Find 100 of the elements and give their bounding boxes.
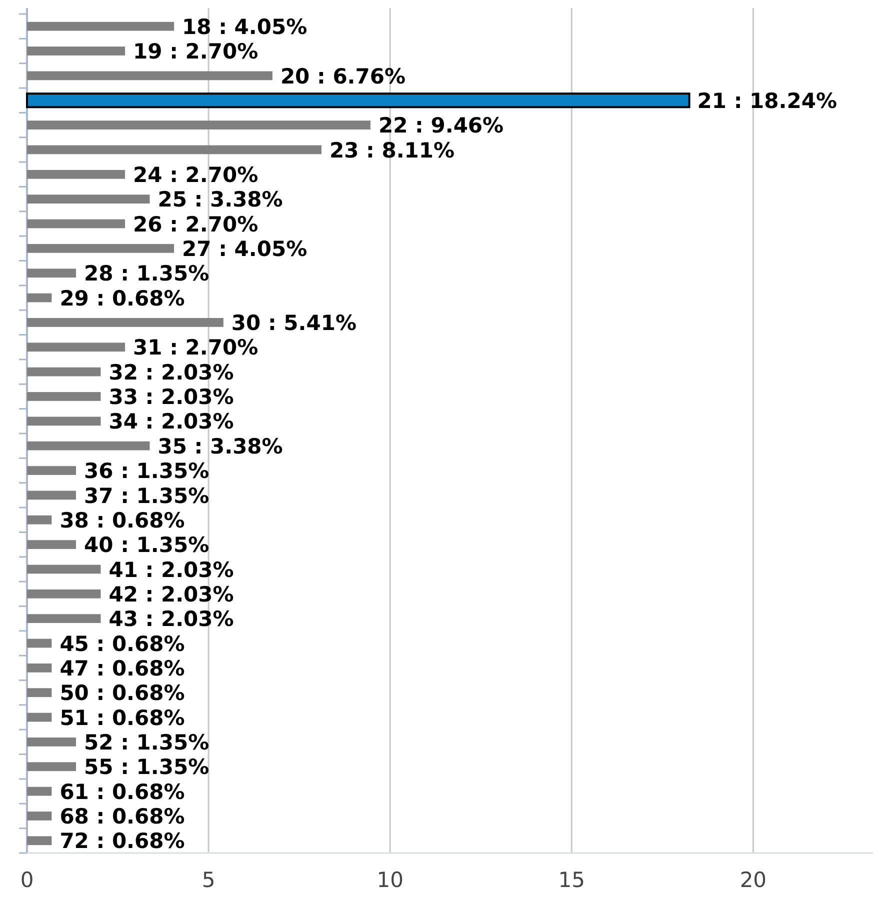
data-label: : 1.35% (120, 730, 210, 755)
data-label: : 3.38% (194, 434, 283, 458)
y-tick-label: 18 (182, 14, 212, 39)
x-tick-label: 10 (376, 868, 404, 892)
bar (27, 441, 150, 450)
bar (27, 416, 101, 426)
y-tick-label: 68 (60, 804, 89, 829)
y-tick-label: 37 (84, 484, 114, 508)
data-label: : 0.68% (96, 829, 185, 854)
data-label: : 1.35% (120, 262, 210, 286)
x-tick-label: 15 (558, 868, 585, 892)
data-label: : 2.70% (170, 336, 258, 360)
bar (27, 738, 76, 746)
data-label: : 2.03% (145, 385, 234, 410)
data-label: : 1.35% (120, 533, 210, 558)
y-tick-label: 35 (158, 434, 187, 458)
bar (27, 170, 126, 179)
y-tick-label: 32 (108, 360, 138, 384)
y-tick-label: 27 (182, 236, 212, 261)
bar (27, 244, 174, 253)
y-tick-label: 42 (108, 582, 138, 606)
y-tick-label: 40 (84, 533, 114, 558)
y-tick-label: 23 (329, 138, 359, 162)
y-tick-label: 19 (133, 40, 162, 64)
y-tick-label: 31 (133, 336, 162, 360)
y-tick-label: 26 (133, 212, 162, 236)
data-label: : 2.03% (145, 558, 234, 582)
y-tick-label: 50 (60, 681, 89, 706)
data-label: : 2.70% (170, 40, 258, 64)
data-label: : 3.38% (194, 188, 283, 212)
y-tick-label: 21 (697, 88, 727, 113)
bar (27, 836, 52, 846)
data-label: : 2.70% (170, 212, 258, 236)
y-tick-label: 34 (108, 410, 138, 434)
bar (27, 145, 322, 154)
bar (27, 564, 101, 574)
bar (27, 71, 272, 80)
bar (27, 120, 370, 130)
bar (27, 490, 76, 500)
bar (27, 688, 52, 698)
data-label: : 0.68% (96, 286, 185, 310)
data-label: : 0.68% (96, 804, 185, 829)
bar (27, 268, 76, 278)
bar (27, 712, 52, 722)
x-tick-label: 5 (202, 868, 216, 892)
bar (27, 663, 52, 672)
data-label: : 2.70% (170, 162, 258, 187)
data-label: : 4.05% (218, 236, 308, 261)
bar (27, 540, 76, 549)
y-tick-label: 55 (84, 755, 114, 780)
bar (27, 786, 52, 796)
y-tick-label: 47 (60, 656, 89, 680)
data-label: : 0.68% (96, 681, 185, 706)
x-tick-label: 0 (20, 868, 34, 892)
bar (27, 46, 126, 56)
bar (27, 392, 101, 401)
data-label: : 1.35% (120, 459, 210, 484)
data-label: : 2.03% (145, 410, 234, 434)
bar (27, 614, 101, 624)
bar (27, 812, 52, 820)
y-tick-label: 52 (84, 730, 114, 755)
y-tick-label: 38 (60, 508, 89, 532)
bar (27, 367, 101, 376)
bar (27, 219, 126, 228)
bar (27, 466, 76, 475)
bar (27, 515, 52, 524)
y-tick-label: 28 (84, 262, 114, 286)
y-tick-label: 51 (60, 706, 89, 730)
y-tick-label: 24 (133, 162, 162, 187)
data-label: : 5.41% (268, 311, 357, 336)
data-label: : 18.24% (734, 88, 838, 113)
bar (27, 293, 52, 302)
y-tick-label: 25 (158, 188, 187, 212)
data-label: : 9.46% (415, 114, 504, 138)
data-label: : 1.35% (120, 755, 210, 780)
data-label: : 0.68% (96, 706, 185, 730)
y-tick-label: 22 (378, 114, 408, 138)
y-tick-label: 43 (108, 607, 138, 632)
data-label: : 2.03% (145, 607, 234, 632)
y-tick-label: 33 (108, 385, 138, 410)
data-label: : 4.05% (218, 14, 308, 39)
bar (27, 589, 101, 598)
data-label: : 0.68% (96, 656, 185, 680)
data-label: : 8.11% (366, 138, 455, 162)
y-tick-label: 41 (108, 558, 138, 582)
data-label: : 1.35% (120, 484, 210, 508)
x-tick-label: 20 (740, 868, 767, 892)
bar (27, 762, 76, 772)
y-tick-label: 36 (84, 459, 114, 484)
data-label: : 2.03% (145, 360, 234, 384)
y-tick-label: 45 (60, 632, 89, 656)
data-label: : 0.68% (96, 780, 185, 804)
y-tick-label: 30 (231, 311, 261, 336)
bar (27, 22, 174, 31)
data-label: : 6.76% (316, 64, 406, 88)
data-label: : 0.68% (96, 508, 185, 532)
data-label: : 0.68% (96, 632, 185, 656)
y-tick-label: 72 (60, 829, 89, 854)
y-tick-label: 61 (60, 780, 89, 804)
bar (27, 194, 150, 204)
